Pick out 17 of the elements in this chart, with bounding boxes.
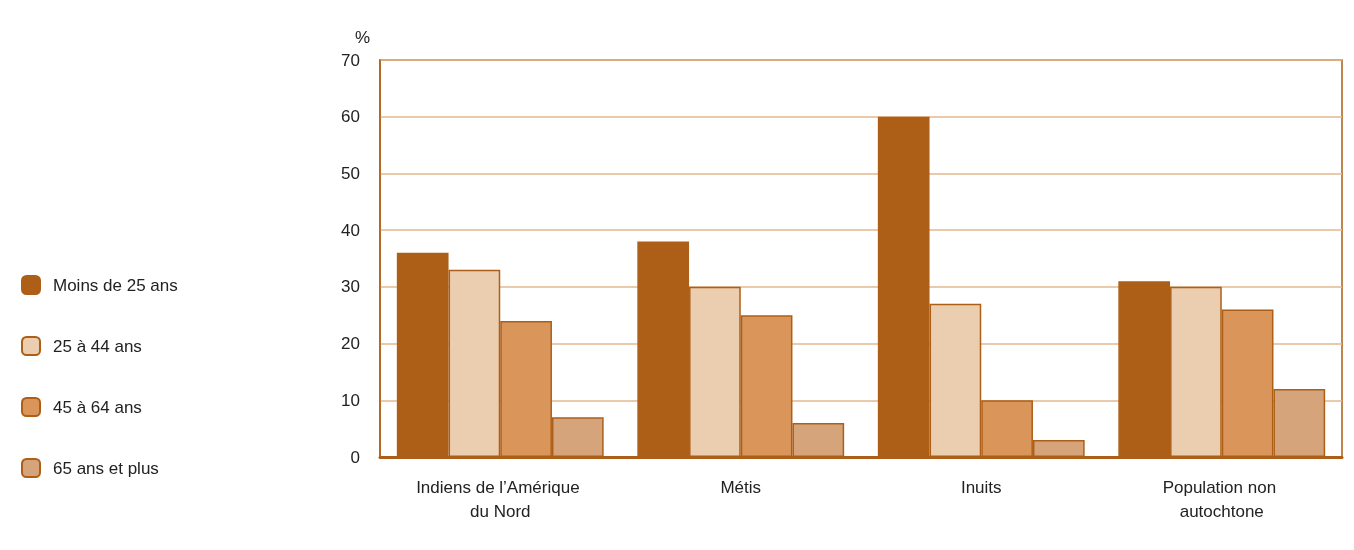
y-tick-label: 10 xyxy=(341,390,360,410)
x-tick-label: Inuits xyxy=(960,477,1002,497)
y-tick-label: 50 xyxy=(341,163,360,183)
y-tick-label: 70 xyxy=(341,50,360,70)
y-tick-label: 30 xyxy=(341,277,360,297)
x-tick-label: Indiens de l’Amérique du Nord xyxy=(416,477,585,521)
legend-label: 45 à 64 ans xyxy=(53,397,142,417)
y-axis-title: % xyxy=(354,28,370,47)
legend-label: 25 à 44 ans xyxy=(53,336,142,356)
y-tick-label: 0 xyxy=(350,447,360,467)
y-tick-label: 60 xyxy=(341,107,360,127)
legend-label: Moins de 25 ans xyxy=(53,275,178,295)
y-tick-label: 40 xyxy=(341,220,360,240)
x-tick-label: Métis xyxy=(720,477,762,497)
x-tick-label: Population non autochtone xyxy=(1162,477,1281,521)
y-tick-label: 20 xyxy=(341,334,360,354)
legend-label: 65 ans et plus xyxy=(53,458,159,478)
